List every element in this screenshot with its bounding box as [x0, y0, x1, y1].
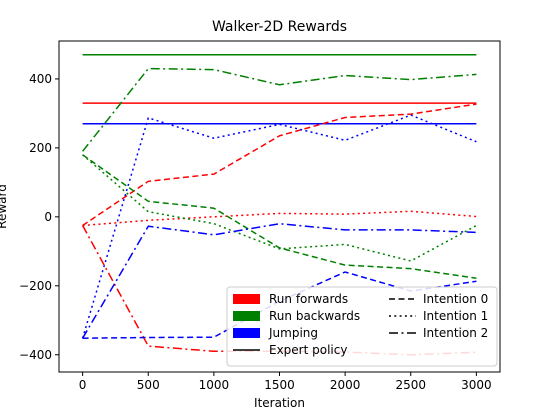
- series-run-forwards-intention-0: [82, 103, 477, 227]
- series-run-backwards-intention-1: [82, 154, 477, 262]
- legend-label-run-backwards: Run backwards: [269, 309, 360, 323]
- legend-swatch-run-backwards: [233, 311, 260, 321]
- x-axis-title: Iteration: [254, 396, 305, 410]
- legend-label-run-forwards: Run forwards: [269, 292, 348, 306]
- series-run-backwards-intention-0: [82, 154, 477, 279]
- y-axis-title: Reward: [0, 184, 9, 229]
- legend-swatch-run-forwards: [233, 294, 260, 304]
- series-jumping-intention-2: [81, 222, 477, 339]
- chart-title: Walker-2D Rewards: [212, 19, 347, 35]
- y-tick-label: −400: [19, 348, 52, 362]
- y-tick-label: 0: [44, 210, 52, 224]
- series-jumping-intention-1: [81, 114, 477, 339]
- x-tick-label: 2000: [330, 378, 361, 392]
- legend-label-expert-policy: Expert policy: [269, 343, 347, 357]
- x-tick-label: 1000: [199, 378, 230, 392]
- x-tick-label: 3000: [461, 378, 492, 392]
- series-run-forwards-intention-1: [82, 210, 477, 227]
- x-tick-label: 2500: [395, 378, 426, 392]
- legend-label-intention-1: Intention 1: [423, 309, 488, 323]
- legend-box: [226, 286, 498, 367]
- legend-label-intention-2: Intention 2: [423, 326, 488, 340]
- x-tick-label: 0: [79, 378, 87, 392]
- legend: Run forwards Run backwards Jumping Expert p…: [226, 286, 498, 367]
- y-tick-label: 400: [29, 72, 52, 86]
- legend-swatch-jumping: [233, 328, 260, 338]
- ticks-layer: 0 500 1000 1500 2000 2500 3000 −400 −200 0 200 400: [19, 72, 492, 392]
- y-tick-label: 200: [29, 141, 52, 155]
- x-tick-label: 1500: [264, 378, 295, 392]
- legend-label-intention-0: Intention 0: [423, 292, 488, 306]
- legend-label-jumping: Jumping: [268, 326, 318, 340]
- y-tick-label: −200: [19, 279, 52, 293]
- series-run-backwards-intention-2: [82, 67, 477, 152]
- x-tick-label: 500: [137, 378, 160, 392]
